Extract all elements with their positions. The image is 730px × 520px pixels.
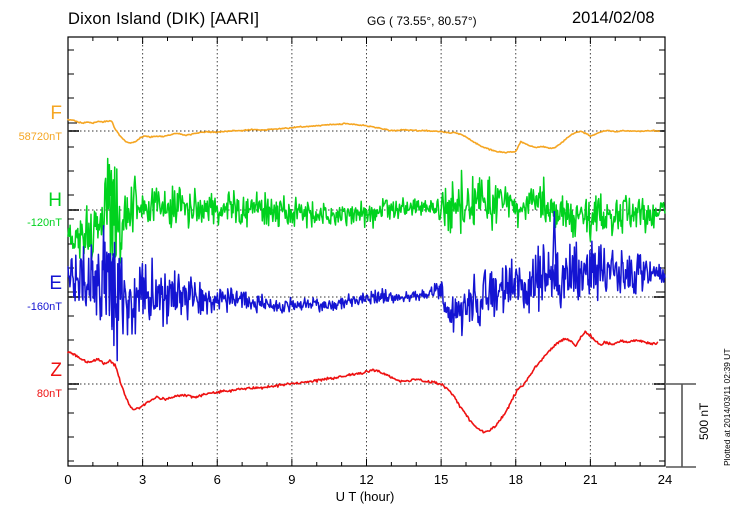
x-axis-tick-label: 21 [583, 472, 598, 487]
observation-date: 2014/02/08 [572, 9, 655, 27]
scale-bar-label: 500 nT [697, 402, 711, 440]
x-axis-tick-label: 18 [508, 472, 523, 487]
x-axis-tick-label: 15 [433, 472, 449, 487]
geographic-coordinates: GG ( 73.55°, 80.57°) [367, 14, 477, 28]
x-axis-tick-label: 24 [657, 472, 673, 487]
station-title: Dixon Island (DIK) [AARI] [68, 10, 260, 28]
component-label-z: Z [50, 360, 62, 381]
component-label-f: F [50, 103, 62, 124]
x-axis-tick-label: 12 [359, 472, 374, 487]
x-axis-tick-label: 0 [64, 472, 72, 487]
plotted-timestamp: Plotted at 2014/03/11 02:39 UT [722, 348, 730, 466]
component-baseline-h: -120nT [27, 217, 62, 229]
component-label-e: E [49, 273, 62, 294]
x-axis-tick-label: 9 [288, 472, 296, 487]
component-baseline-e: -160nT [27, 301, 62, 313]
x-axis-tick-label: 3 [139, 472, 147, 487]
component-label-h: H [48, 190, 62, 211]
component-baseline-z: 80nT [36, 388, 62, 400]
x-axis-title: U T (hour) [335, 489, 395, 504]
x-axis-tick-label: 6 [213, 472, 221, 487]
component-baseline-f: 58720nT [18, 131, 62, 143]
